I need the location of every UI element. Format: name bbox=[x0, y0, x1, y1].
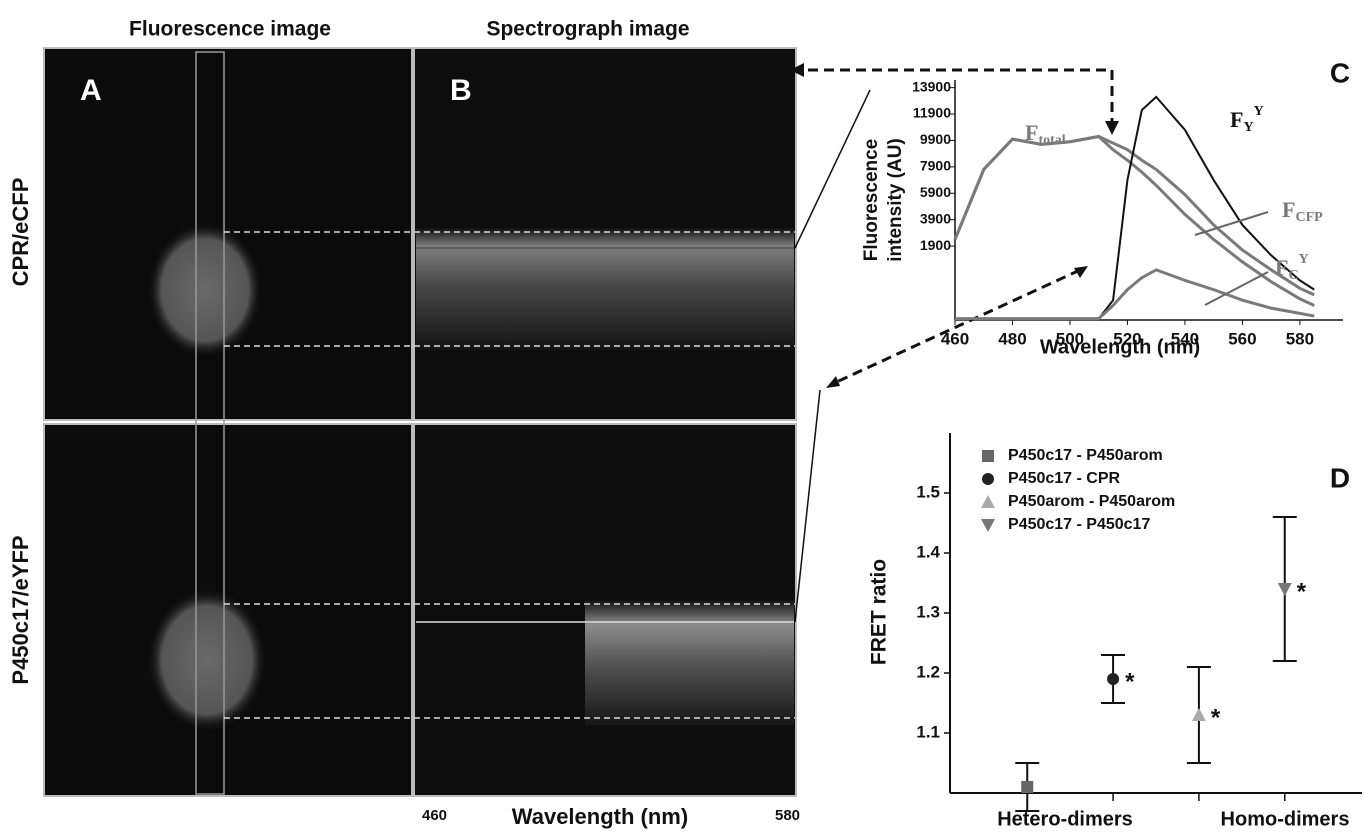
group-label: Homo-dimers bbox=[1221, 808, 1350, 830]
x-axis-label: Wavelength (nm) bbox=[1040, 336, 1200, 358]
series-label: FCY bbox=[1275, 252, 1309, 283]
data-line bbox=[955, 268, 1315, 321]
x-tick-label: 520 bbox=[1113, 329, 1141, 348]
y-tick-label: 7900 bbox=[920, 158, 951, 174]
series-label-part: F bbox=[1275, 255, 1288, 280]
legend-marker bbox=[981, 495, 995, 508]
header: Fluorescence image bbox=[129, 18, 331, 41]
legend-label: P450arom - P450arom bbox=[1008, 493, 1175, 510]
series-label-part: C bbox=[1288, 268, 1298, 283]
annotation: * bbox=[1297, 578, 1307, 605]
y-tick-label: 1.4 bbox=[916, 542, 940, 561]
axis-end: 580 bbox=[775, 807, 800, 824]
y-tick-label: 9900 bbox=[920, 131, 951, 147]
legend-marker bbox=[982, 450, 994, 462]
point bbox=[1277, 583, 1292, 596]
series-label: FCFP bbox=[1282, 197, 1323, 225]
annotation: * bbox=[1125, 668, 1135, 695]
annotation: * bbox=[1211, 704, 1221, 731]
data-line bbox=[953, 134, 1315, 297]
y-axis-label: FRET ratio bbox=[868, 559, 891, 665]
panel-label: B bbox=[450, 74, 472, 107]
row-label: CPR/eCFP bbox=[8, 178, 33, 287]
data-line bbox=[953, 134, 1315, 307]
panel-label: D bbox=[1330, 462, 1350, 493]
series-label-part: Y bbox=[1254, 104, 1264, 119]
y-tick-label: 3900 bbox=[920, 210, 951, 226]
legend-label: P450c17 - CPR bbox=[1008, 470, 1121, 487]
images bbox=[43, 47, 1119, 797]
x-tick-label: 480 bbox=[998, 329, 1026, 348]
x-tick-label: 500 bbox=[1056, 329, 1084, 348]
legend-marker bbox=[981, 519, 995, 532]
legend-label: P450c17 - P450c17 bbox=[1008, 516, 1150, 533]
leader bbox=[1204, 271, 1269, 306]
series-label-part: CFP bbox=[1295, 210, 1323, 225]
x-axis-label: Wavelength (nm) bbox=[512, 804, 688, 829]
series-label: FYY bbox=[1230, 104, 1264, 135]
x-tick-label: 580 bbox=[1286, 329, 1314, 348]
x-tick-label: 560 bbox=[1228, 329, 1256, 348]
y-axis-label: Fluorescence bbox=[861, 139, 882, 262]
legend-marker bbox=[982, 473, 994, 485]
legend-label: P450c17 - P450arom bbox=[1008, 447, 1163, 464]
series-label-part: F bbox=[1025, 120, 1038, 145]
y-tick-label: 5900 bbox=[920, 184, 951, 200]
y-tick-label: 1.1 bbox=[916, 722, 940, 741]
series-label-part: F bbox=[1282, 197, 1295, 222]
y-tick-label: 11900 bbox=[913, 105, 951, 121]
series-label-part: total bbox=[1038, 133, 1065, 148]
y-tick-label: 1.5 bbox=[916, 482, 940, 501]
series-label-part: F bbox=[1230, 107, 1243, 132]
group-label: Hetero-dimers bbox=[997, 808, 1133, 830]
header: Spectrograph image bbox=[486, 18, 689, 41]
y-tick-label: 13900 bbox=[912, 78, 951, 94]
y-tick-label: 1900 bbox=[920, 237, 951, 253]
x-tick-label: 460 bbox=[941, 329, 969, 348]
panel-label: A bbox=[80, 74, 102, 107]
panel-label: C bbox=[1330, 57, 1350, 88]
y-tick-label: 1.2 bbox=[916, 662, 940, 681]
y-tick-label: 1.3 bbox=[916, 602, 940, 621]
y-axis-label: intensity (AU) bbox=[885, 138, 906, 262]
axis-end: 460 bbox=[422, 807, 447, 824]
series-label-part: Y bbox=[1299, 252, 1309, 267]
leader bbox=[1194, 211, 1269, 236]
row-label: P450c17/eYFP bbox=[8, 535, 33, 684]
point bbox=[1107, 673, 1120, 685]
x-tick-label: 540 bbox=[1171, 329, 1199, 348]
point bbox=[1191, 708, 1206, 721]
point bbox=[1021, 781, 1034, 793]
series-label-part: Y bbox=[1243, 120, 1253, 135]
